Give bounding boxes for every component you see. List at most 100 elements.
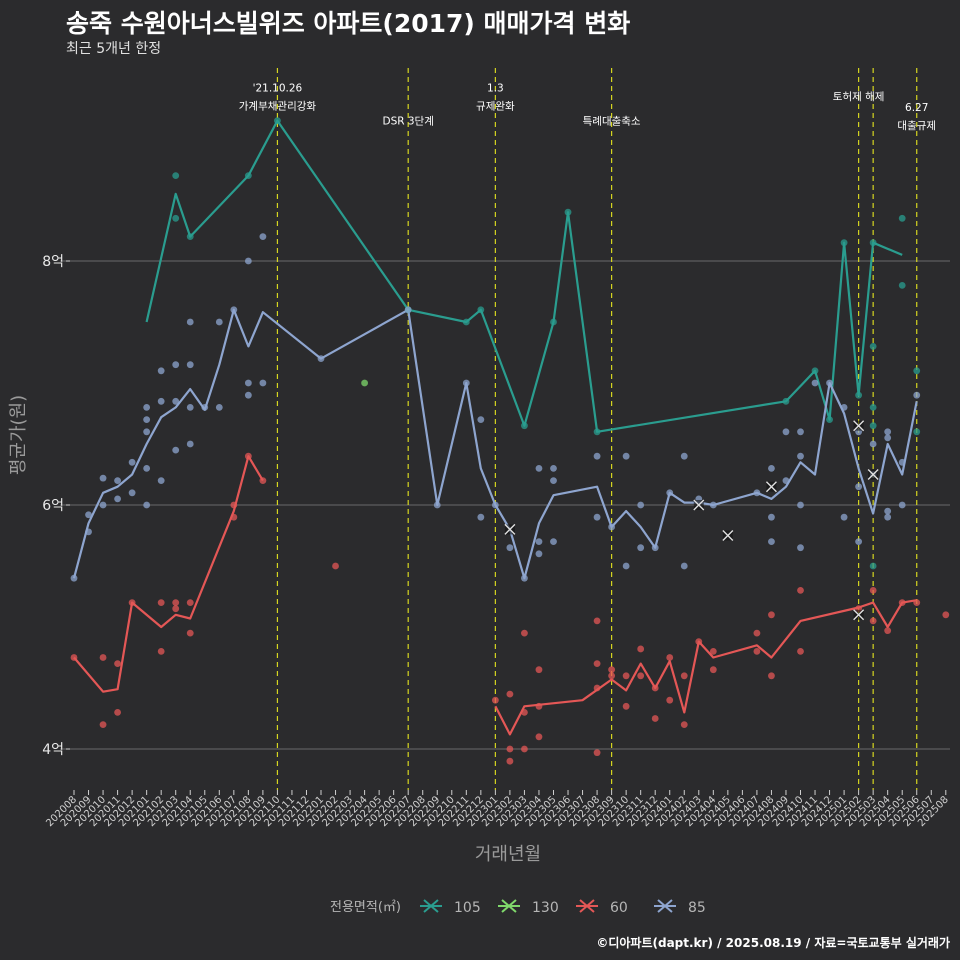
data-point-60	[506, 745, 514, 753]
data-point-60	[172, 605, 180, 613]
data-point-85	[709, 501, 717, 509]
data-point-60	[535, 702, 543, 710]
data-point-60	[99, 654, 107, 661]
data-point-85	[840, 404, 848, 411]
data-point-85	[172, 397, 180, 405]
data-point-85	[172, 361, 180, 369]
data-point-85	[855, 538, 863, 545]
data-point-85	[143, 465, 151, 472]
data-point-85	[215, 404, 223, 411]
data-point-60	[680, 672, 688, 680]
data-point-85	[637, 501, 645, 509]
data-point-85	[128, 489, 136, 497]
policy-annotation-text: '21.10.26	[253, 82, 303, 94]
y-tick-label: 4억	[42, 742, 64, 758]
data-point-60	[869, 617, 877, 625]
cancelled-marker-85	[765, 481, 777, 493]
data-point-85	[768, 465, 775, 472]
series-line-60	[73, 455, 264, 693]
data-point-60	[186, 629, 194, 637]
data-point-85	[99, 501, 107, 509]
cancelled-marker-85	[504, 523, 516, 535]
cancelled-marker-85	[853, 420, 865, 432]
data-point-105	[782, 397, 790, 405]
legend-label-105: 105	[454, 900, 481, 916]
data-point-85	[622, 452, 630, 460]
data-point-105	[186, 233, 194, 241]
policy-annotation-text: 대출규제	[897, 120, 936, 132]
data-point-60	[768, 672, 775, 680]
data-point-60	[230, 513, 238, 521]
x-axis-label: 거래년월	[475, 844, 541, 865]
cancelled-marker-85	[693, 499, 705, 511]
data-point-60	[506, 757, 514, 765]
legend-label-85: 85	[688, 900, 706, 916]
policy-annotation-text: 1.3	[487, 82, 504, 94]
data-point-105	[840, 239, 848, 247]
data-point-130	[361, 379, 368, 387]
data-point-85	[826, 379, 833, 387]
policy-annotation-text: 6.27	[905, 102, 928, 114]
data-point-60	[695, 638, 703, 646]
data-point-85	[797, 544, 804, 552]
data-point-60	[521, 745, 528, 753]
data-point-85	[521, 574, 528, 582]
data-point-85	[797, 501, 804, 509]
data-point-85	[477, 416, 485, 423]
data-point-85	[114, 495, 121, 503]
data-point-85	[680, 452, 688, 460]
data-point-60	[114, 709, 121, 716]
data-point-85	[433, 501, 441, 509]
data-point-85	[768, 513, 775, 521]
series-line-85	[72, 308, 918, 580]
data-point-60	[637, 672, 645, 680]
y-axis-ticks: 4억 6억 8억	[42, 254, 70, 758]
data-point-60	[753, 629, 761, 637]
chart-title: 송죽 수원아너스빌위즈 아파트(2017) 매매가격 변화	[66, 9, 631, 38]
data-point-60	[666, 696, 674, 704]
data-point-105	[244, 172, 252, 180]
data-point-85	[593, 513, 601, 521]
legend-label-60: 60	[610, 900, 628, 916]
data-point-85	[651, 544, 659, 552]
data-point-60	[942, 611, 950, 619]
data-point-85	[114, 477, 121, 484]
data-point-105	[564, 208, 572, 216]
data-point-105	[913, 367, 921, 375]
data-point-105	[869, 343, 877, 350]
data-point-85	[550, 538, 557, 545]
data-point-60	[666, 654, 674, 661]
data-point-85	[477, 513, 485, 521]
data-point-85	[244, 391, 252, 399]
data-point-105	[593, 428, 601, 436]
data-point-60	[259, 477, 267, 484]
data-point-85	[797, 428, 804, 436]
data-point-60	[753, 648, 761, 655]
cancelled-deal-markers	[504, 420, 879, 621]
data-point-85	[157, 477, 165, 484]
data-point-85	[259, 233, 267, 241]
data-point-60	[157, 599, 165, 606]
data-point-60	[157, 648, 165, 655]
data-point-105	[898, 282, 906, 289]
data-point-105	[826, 416, 833, 423]
policy-annotation-text: 가계부채관리강화	[239, 101, 317, 113]
grid-lines	[60, 260, 950, 750]
data-point-85	[259, 379, 267, 387]
data-point-85	[85, 528, 92, 536]
data-point-85	[797, 452, 804, 460]
data-point-85	[884, 513, 892, 521]
data-point-60	[593, 660, 601, 667]
data-point-85	[143, 501, 151, 509]
data-point-60	[680, 721, 688, 728]
data-point-85	[680, 562, 688, 570]
data-point-60	[884, 627, 892, 635]
y-tick-label: 8억	[42, 254, 64, 270]
data-point-85	[462, 379, 470, 387]
data-point-85	[637, 544, 645, 552]
data-point-85	[884, 428, 892, 436]
series-line-60-recent	[494, 599, 917, 736]
data-point-85	[593, 452, 601, 460]
